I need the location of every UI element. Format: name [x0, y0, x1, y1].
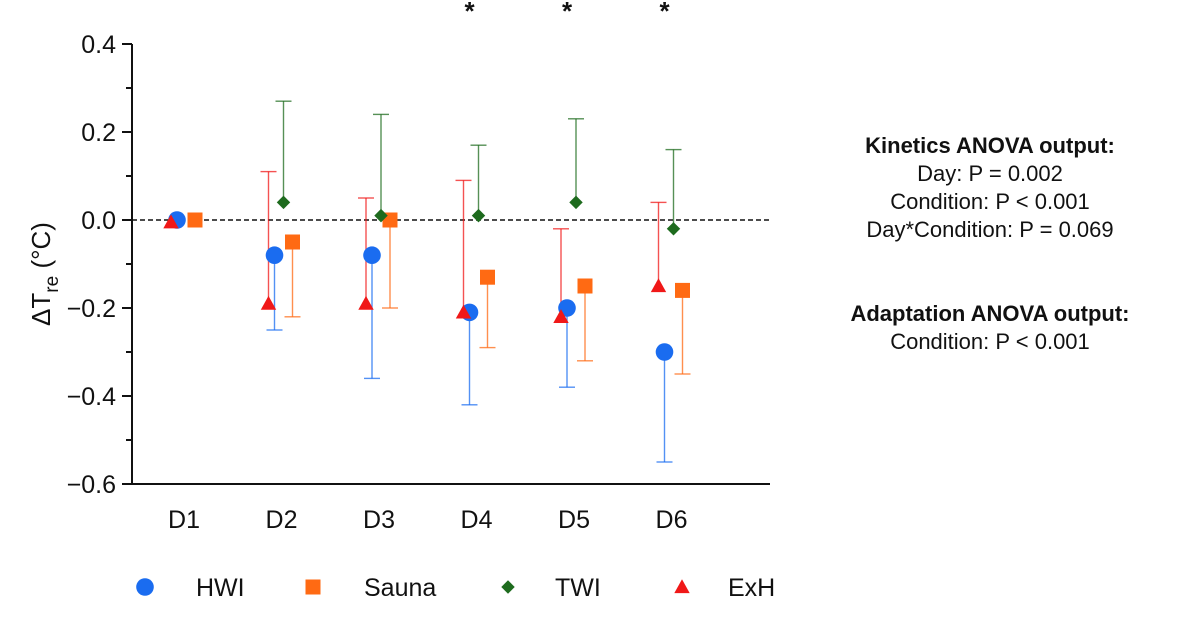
legend-label-twi: TWI: [555, 574, 601, 602]
kinetics-interaction-result: Day*Condition: P = 0.069: [866, 217, 1114, 242]
data-point-twi: [276, 195, 291, 210]
x-tick-label: D6: [656, 506, 688, 534]
y-tick-label: −0.2: [67, 295, 116, 323]
data-point-sauna: [577, 278, 593, 294]
data-point-twi: [666, 222, 681, 236]
y-axis-label: ΔTre (°C): [26, 222, 63, 326]
data-point-exh: [455, 304, 472, 319]
data-point-sauna: [480, 269, 495, 285]
data-point-exh: [260, 295, 277, 310]
series-twi: [276, 195, 681, 236]
adaptation-anova-box: Adaptation ANOVA output: Condition: P < …: [800, 300, 1180, 356]
legend-marker-sauna: [305, 579, 321, 595]
kinetics-anova-title: Kinetics ANOVA output:: [865, 133, 1115, 158]
kinetics-day-result: Day: P = 0.002: [917, 161, 1063, 186]
series-sauna: [187, 212, 690, 298]
data-point-sauna: [675, 282, 690, 298]
data-point-twi: [374, 208, 388, 223]
y-tick-label: 0.2: [81, 119, 116, 147]
legend-label-sauna: Sauna: [364, 574, 436, 602]
kinetics-condition-result: Condition: P < 0.001: [890, 189, 1090, 214]
adaptation-anova-title: Adaptation ANOVA output:: [850, 301, 1130, 326]
x-tick-label: D2: [266, 506, 298, 534]
legend-marker-twi: [501, 580, 515, 594]
y-tick-label: 0.0: [81, 207, 116, 235]
series-twi-error-bars: [275, 100, 682, 229]
data-point-twi: [569, 195, 583, 210]
significance-asterisk: *: [562, 0, 573, 26]
y-tick-label: −0.4: [67, 383, 116, 411]
data-point-hwi: [655, 343, 674, 361]
adaptation-condition-result: Condition: P < 0.001: [890, 329, 1090, 354]
series-exh: [163, 214, 667, 323]
x-tick-label: D3: [363, 506, 395, 534]
series-hwi-error-bars: [266, 255, 673, 463]
series-hwi: [168, 211, 674, 361]
legend-label-hwi: HWI: [196, 574, 245, 602]
y-tick-label: 0.4: [81, 31, 116, 59]
data-point-sauna: [187, 212, 203, 228]
data-point-twi: [471, 208, 486, 223]
legend: HWI Sauna TWI ExH: [136, 574, 775, 602]
chart: 0.4 0.2 0.0 −0.2 −0.4 −0.6 D1 D2 D3 D4 D5 D6 ΔTre (°…: [26, 0, 775, 602]
significance-asterisk: *: [659, 0, 670, 26]
data-point-exh: [553, 309, 569, 323]
data-point-sauna: [285, 234, 300, 250]
data-point-exh: [650, 278, 667, 293]
data-point-exh: [358, 295, 374, 310]
kinetics-anova-box: Kinetics ANOVA output: Day: P = 0.002 Co…: [800, 132, 1180, 244]
x-tick-label: D4: [461, 506, 493, 534]
legend-marker-exh: [674, 579, 690, 594]
series-sauna-error-bars: [284, 220, 691, 375]
legend-marker-hwi: [136, 578, 154, 596]
data-point-hwi: [363, 246, 381, 264]
y-tick-label: −0.6: [67, 471, 116, 499]
data-point-exh: [163, 214, 179, 229]
data-point-hwi: [265, 246, 284, 264]
series-exh-error-bars: [260, 170, 667, 317]
x-tick-label: D1: [168, 506, 200, 534]
legend-label-exh: ExH: [728, 574, 775, 602]
x-tick-label: D5: [558, 506, 590, 534]
significance-asterisk: *: [464, 0, 475, 26]
